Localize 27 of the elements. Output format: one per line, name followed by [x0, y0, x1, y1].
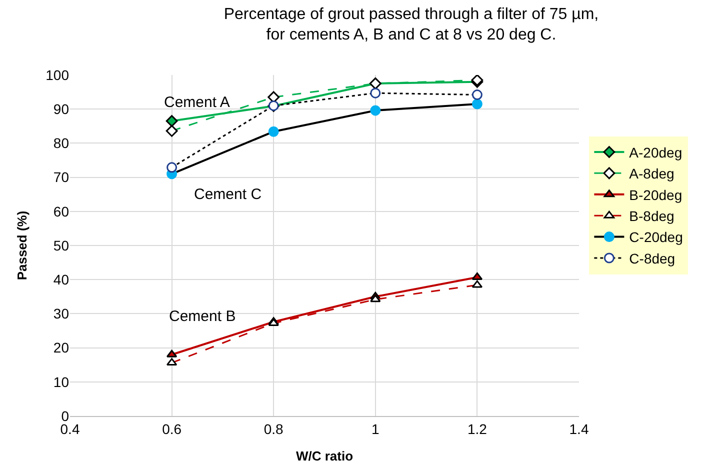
legend-label: A-20deg — [629, 144, 682, 160]
x-tick-label: 0.8 — [264, 420, 284, 437]
x-tick-label: 0.6 — [162, 420, 182, 437]
y-tick-label: 60 — [53, 203, 70, 220]
x-tick-label: 1.4 — [569, 420, 589, 437]
x-tick-label: 1.2 — [467, 420, 488, 437]
y-tick-label: 80 — [53, 135, 70, 152]
y-tick-label: 20 — [53, 340, 70, 356]
y-tick-label: 10 — [53, 374, 70, 390]
x-tick-label: 1 — [372, 420, 380, 437]
legend-label: B-20deg — [629, 186, 682, 203]
annotation: Cement B — [169, 308, 236, 325]
y-tick-label: 30 — [53, 306, 70, 322]
legend-label: A-8deg — [629, 166, 674, 182]
y-tick-label: 70 — [53, 169, 70, 186]
annotation: Cement C — [194, 186, 262, 203]
legend-label: C-8deg — [629, 250, 676, 266]
legend-label: B-8deg — [629, 208, 674, 224]
y-tick-label: 40 — [53, 272, 70, 288]
x-axis-title: W/C ratio — [296, 448, 354, 464]
y-tick-label: 50 — [53, 237, 70, 254]
y-tick-label: 100 — [46, 66, 70, 83]
y-tick-label: 90 — [53, 101, 70, 117]
legend-label: C-20deg — [629, 229, 683, 246]
y-axis-title: Passed (%) — [14, 210, 30, 280]
annotation: Cement A — [164, 94, 230, 111]
chart-title: Percentage of grout passed through a filter of 75 µm, for cements A, B and C at 8 vs 20 deg C. — [224, 6, 599, 44]
